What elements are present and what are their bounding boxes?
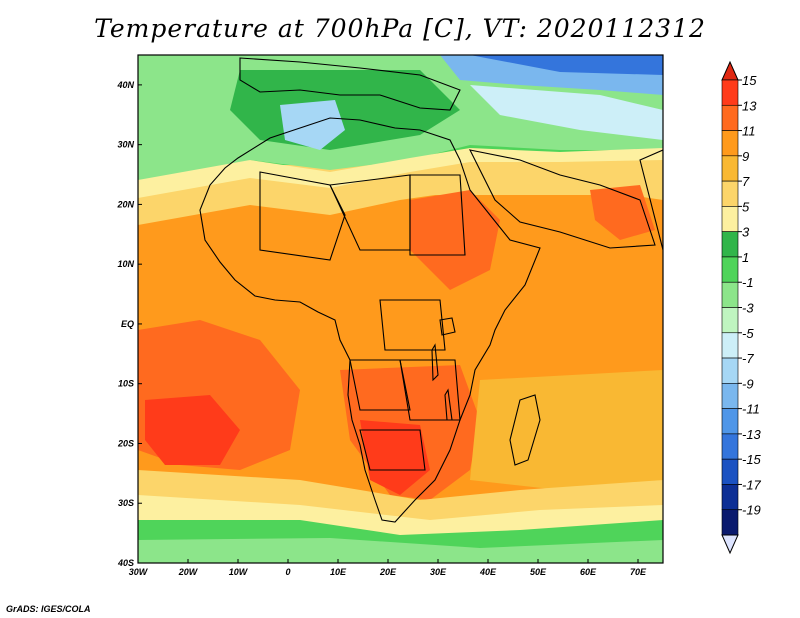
map-frame [137,54,664,564]
colorbar-swatch [721,433,739,460]
colorbar-swatch [721,484,739,511]
europe-outline [239,57,461,111]
colorbar-swatch [721,332,739,359]
colorbar-label: -13 [742,427,762,442]
colorbar-label: -7 [742,351,754,366]
lat-tick-label: 30N [117,140,134,150]
colorbar-swatch [721,281,739,308]
colorbar-swatch [721,256,739,283]
lon-tick-label: 30W [129,567,149,577]
lat-tick-label: 20S [117,438,134,448]
colorbar-label: -5 [742,326,754,341]
field-sahara-light [138,148,663,198]
country-border-7 [379,299,446,351]
colorbar-swatch [721,408,739,435]
colorbar-swatch [721,79,739,106]
lat-tick-label: 40N [116,80,134,90]
colorbar-swatch [721,383,739,409]
colorbar-label: 1 [742,250,749,265]
lon-tick-label: 40E [479,567,497,577]
lon-tick-label: 50E [530,567,547,577]
chart-title: Temperature at 700hPa [C], VT: 202011231… [94,14,706,43]
lat-tick-label: 30S [118,498,134,508]
lat-tick-label: 10S [118,379,134,389]
lat-tick-label: 40S [117,558,134,568]
lon-tick-label: 20W [178,567,199,577]
field-kalahari-core [360,420,430,495]
arabia-outline [469,149,656,249]
colorbar-top-arrow [721,60,739,81]
lon-tick-label: 20E [379,567,397,577]
field-light-ne [470,85,663,140]
lake-malawi [444,388,453,421]
colorbar-bottom-arrow [721,534,739,555]
lon-tick-label: 10E [330,567,347,577]
lat-tick-label: EQ [121,319,134,329]
lon-tick-label: 70E [630,567,647,577]
longitude-axis: 30W 20W 10W 0 10E 20E 30E 40E 50E 60E 70E [129,559,647,577]
colorbar-swatch [721,357,739,384]
colorbar-label: -1 [742,275,754,290]
country-border-1 [259,171,346,261]
field-sudan-hot [410,190,500,290]
colorbar-label: -11 [742,402,760,417]
colorbar-swatch [721,180,739,207]
lon-tick-label: 0 [285,567,290,577]
lake-victoria [439,317,456,336]
lat-tick-label: 20N [116,199,134,209]
colorbar-swatch [721,104,739,131]
colorbar-swatch [721,231,739,258]
country-border-3 [409,174,466,256]
lon-tick-label: 60E [580,567,597,577]
colorbar-label: -15 [742,452,762,467]
colorbar-label: 15 [742,73,757,88]
temperature-field [138,55,663,563]
country-border-6 [359,429,426,471]
colorbar-label: -9 [742,376,754,391]
lat-tick-label: 10N [117,259,134,269]
colorbar-label: 7 [742,174,750,189]
field-indian-ocean [470,370,663,490]
madagascar [509,394,541,466]
lon-tick-label: 10W [229,567,249,577]
credit-text: GrADS: IGES/COLA [6,604,91,614]
field-arabia-hot [590,185,655,240]
field-south-atlantic-core [145,395,240,465]
colorbar: 15 13 11 9 7 5 3 1 -1 -3 -5 -7 -9 -11 -13 -15 -17 -19 [721,60,762,555]
colorbar-swatch [721,206,739,232]
colorbar-label: -17 [742,477,762,492]
field-cold-nw [280,100,345,150]
coastlines [199,57,663,523]
colorbar-swatch [721,155,739,182]
field-cold-ne2 [470,55,663,75]
lake-tanganyika [431,343,439,382]
colorbar-label: 3 [742,225,750,240]
lon-tick-label: 30E [430,567,447,577]
colorbar-label: -19 [742,503,761,518]
colorbar-label: 11 [742,124,756,139]
colorbar-label: 5 [742,199,750,214]
colorbar-label: 9 [742,149,749,164]
latitude-axis: 40N 30N 20N 10N EQ 10S 20S 30S 40S [116,80,142,568]
colorbar-swatch [721,509,739,536]
colorbar-label: -3 [742,301,754,316]
field-south-paler [138,538,663,563]
india-outline [639,149,663,251]
colorbar-swatch [721,307,739,334]
africa-coastline [199,117,541,523]
country-border-4 [349,359,411,411]
colorbar-swatch [721,130,739,157]
colorbar-swatch [721,458,739,485]
colorbar-label: 13 [742,98,757,113]
